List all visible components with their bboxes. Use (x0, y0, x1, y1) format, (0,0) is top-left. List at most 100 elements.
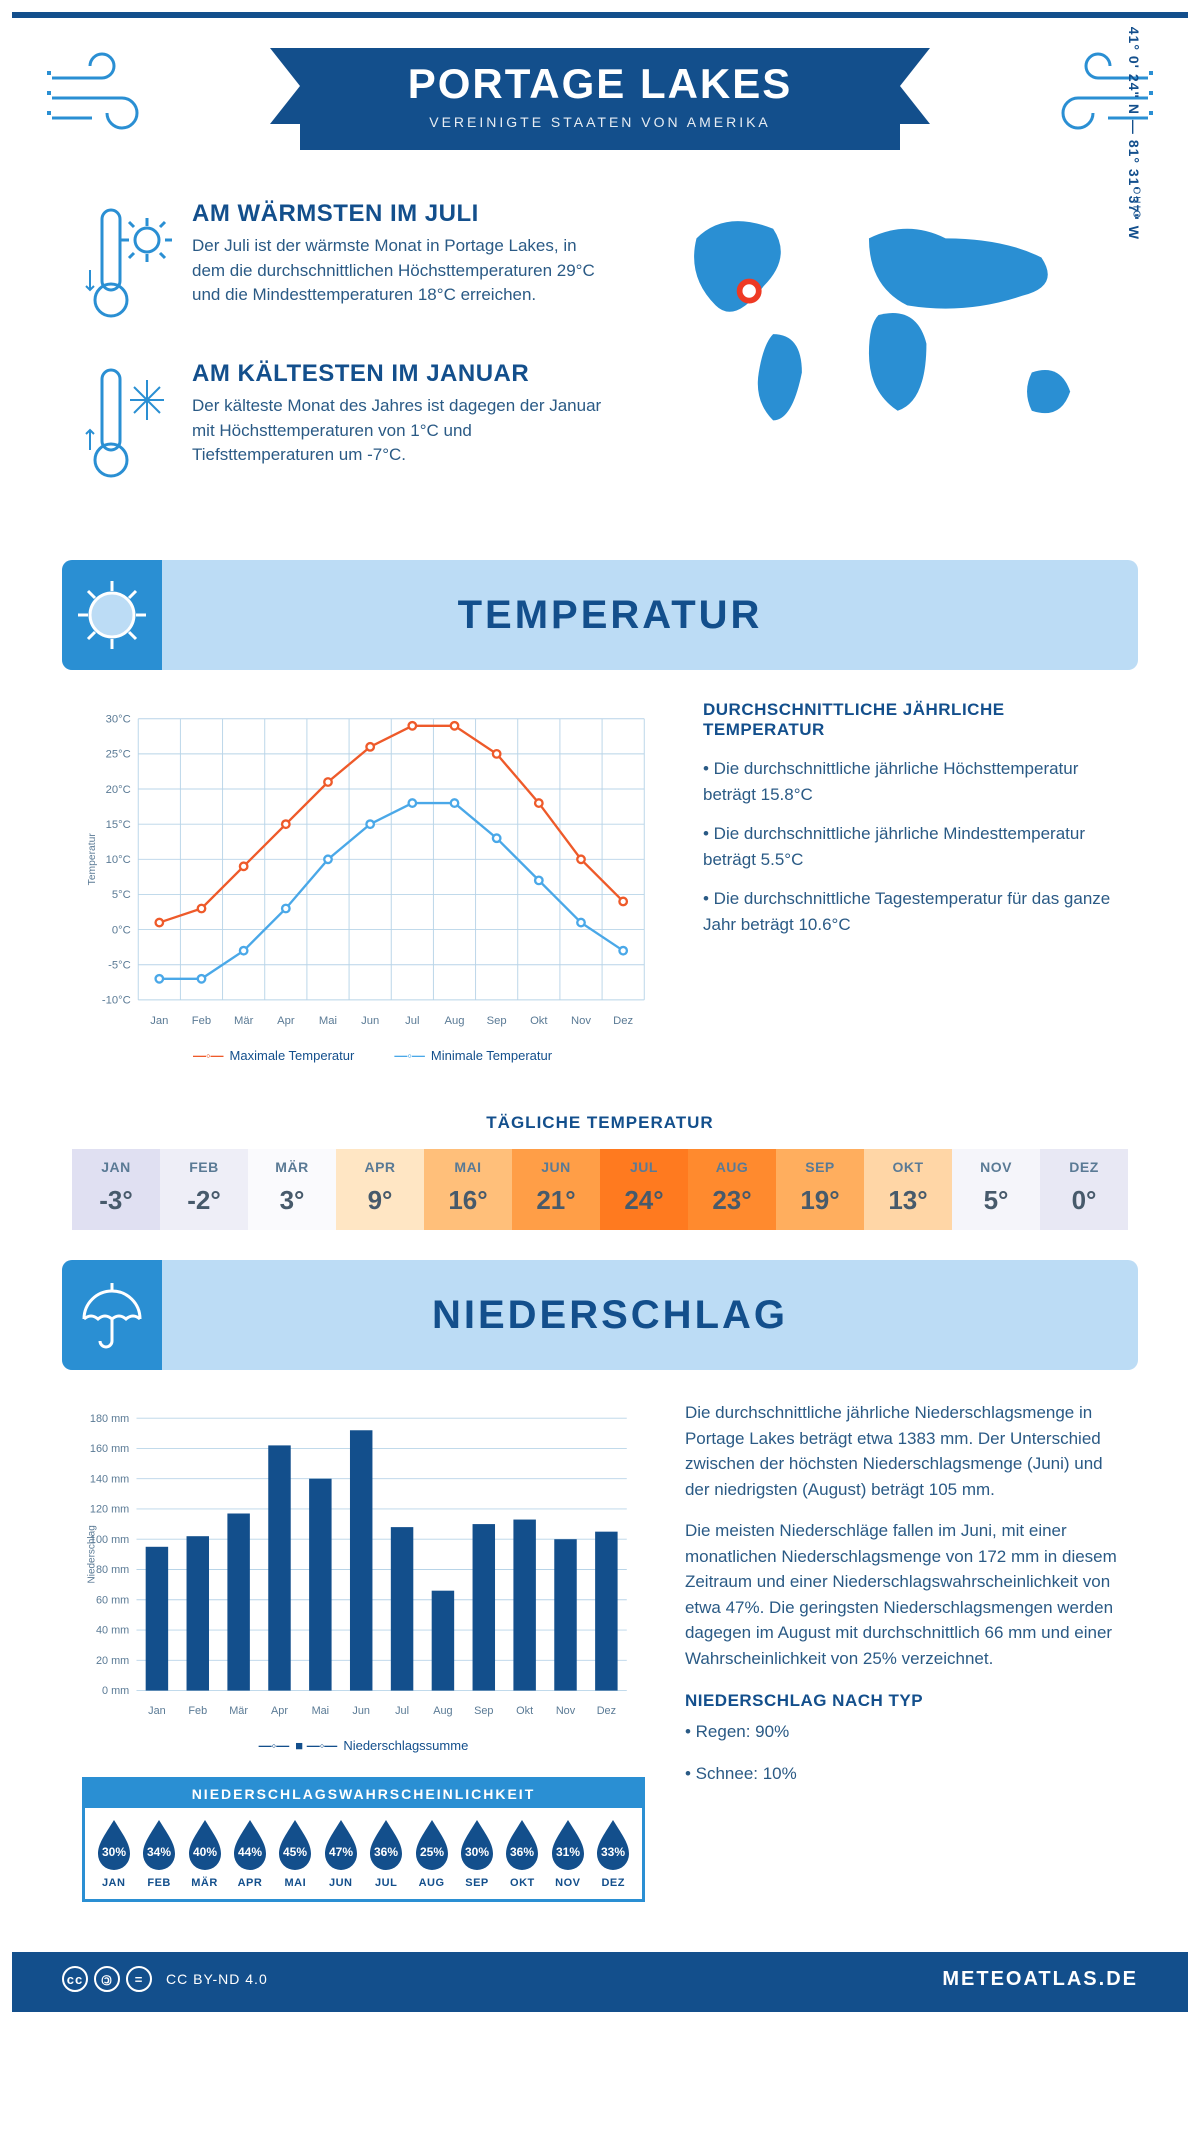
svg-text:120 mm: 120 mm (90, 1504, 129, 1516)
svg-text:Okt: Okt (530, 1015, 548, 1027)
probability-drop: 44% APR (227, 1818, 272, 1889)
section-header-precipitation: NIEDERSCHLAG (62, 1260, 1138, 1370)
thermometer-cold-icon (82, 360, 172, 490)
svg-text:Okt: Okt (516, 1706, 533, 1718)
svg-text:Mai: Mai (312, 1706, 330, 1718)
svg-text:30%: 30% (465, 1845, 489, 1859)
precip-legend: ■ Niederschlagssumme (82, 1738, 645, 1753)
svg-text:Aug: Aug (444, 1015, 464, 1027)
section-title-temperature: TEMPERATUR (162, 593, 1138, 638)
svg-text:10°C: 10°C (106, 854, 131, 866)
precip-legend-label: ■ Niederschlagssumme (259, 1738, 469, 1753)
svg-text:Dez: Dez (597, 1706, 616, 1718)
title-ribbon: PORTAGE LAKES VEREINIGTE STAATEN VON AME… (300, 48, 900, 150)
daily-cell: OKT13° (864, 1149, 952, 1230)
svg-text:Aug: Aug (433, 1706, 452, 1718)
footer: cc 🄯 = CC BY-ND 4.0 METEOATLAS.DE (12, 1952, 1188, 2006)
svg-text:5°C: 5°C (112, 889, 131, 901)
daily-cell: MÄR3° (248, 1149, 336, 1230)
svg-text:45%: 45% (283, 1845, 307, 1859)
svg-text:Apr: Apr (277, 1015, 295, 1027)
svg-text:20°C: 20°C (106, 784, 131, 796)
section-title-precipitation: NIEDERSCHLAG (162, 1293, 1138, 1338)
svg-text:Jun: Jun (352, 1706, 370, 1718)
svg-text:40%: 40% (193, 1845, 217, 1859)
probability-drop: 33% DEZ (591, 1818, 636, 1889)
svg-text:Sep: Sep (474, 1706, 493, 1718)
fact-coldest-title: AM KÄLTESTEN IM JANUAR (192, 360, 609, 388)
probability-box: NIEDERSCHLAGSWAHRSCHEINLICHKEIT 30% JAN … (82, 1777, 645, 1902)
precip-para-1: Die durchschnittliche jährliche Niedersc… (685, 1400, 1118, 1502)
precip-type-heading: NIEDERSCHLAG NACH TYP (685, 1691, 1118, 1711)
page-subtitle: VEREINIGTE STAATEN VON AMERIKA (380, 114, 820, 130)
probability-heading: NIEDERSCHLAGSWAHRSCHEINLICHKEIT (85, 1780, 642, 1808)
daily-cell: JUL24° (600, 1149, 688, 1230)
svg-text:30°C: 30°C (106, 713, 131, 725)
daily-cell: DEZ0° (1040, 1149, 1128, 1230)
daily-cell: MAI16° (424, 1149, 512, 1230)
svg-text:31%: 31% (556, 1845, 580, 1859)
temp-text-heading: DURCHSCHNITTLICHE JÄHRLICHE TEMPERATUR (703, 700, 1118, 740)
svg-text:Niederschlag: Niederschlag (87, 1526, 98, 1584)
svg-text:160 mm: 160 mm (90, 1443, 129, 1455)
temp-bullet-2: • Die durchschnittliche jährliche Mindes… (703, 821, 1118, 872)
cc-icon: cc (62, 1966, 88, 1992)
legend-min: Minimale Temperatur (394, 1048, 552, 1063)
temp-chart-legend: Maximale Temperatur Minimale Temperatur (82, 1048, 663, 1063)
precip-type-2: • Schnee: 10% (685, 1761, 1118, 1787)
fact-warmest-title: AM WÄRMSTEN IM JULI (192, 200, 609, 228)
probability-drop: 36% OKT (500, 1818, 545, 1889)
precip-type-1: • Regen: 90% (685, 1719, 1118, 1745)
section-header-temperature: TEMPERATUR (62, 560, 1138, 670)
svg-text:15°C: 15°C (106, 819, 131, 831)
svg-text:Feb: Feb (192, 1015, 211, 1027)
world-map (639, 200, 1118, 468)
nd-icon: = (126, 1966, 152, 1992)
svg-text:20 mm: 20 mm (96, 1655, 129, 1667)
svg-text:Nov: Nov (571, 1015, 591, 1027)
by-icon: 🄯 (94, 1966, 120, 1992)
svg-text:-5°C: -5°C (108, 959, 131, 971)
temperature-line-chart: -10°C-5°C0°C5°C10°C15°C20°C25°C30°CJanFe… (82, 700, 663, 1037)
svg-text:Jan: Jan (148, 1706, 166, 1718)
svg-text:36%: 36% (510, 1845, 534, 1859)
temp-bullet-1: • Die durchschnittliche jährliche Höchst… (703, 756, 1118, 807)
coords-label: 41° 0' 24" N — 81° 31' 37" W (1126, 27, 1142, 240)
svg-text:Apr: Apr (271, 1706, 288, 1718)
fact-warmest: AM WÄRMSTEN IM JULI Der Juli ist der wär… (82, 200, 609, 330)
svg-text:0°C: 0°C (112, 924, 131, 936)
daily-cell: SEP19° (776, 1149, 864, 1230)
svg-text:34%: 34% (147, 1845, 171, 1859)
wind-icon (42, 48, 162, 138)
fact-warmest-text: Der Juli ist der wärmste Monat in Portag… (192, 234, 609, 308)
thermometer-hot-icon (82, 200, 172, 330)
svg-text:40 mm: 40 mm (96, 1625, 129, 1637)
svg-text:60 mm: 60 mm (96, 1595, 129, 1607)
fact-coldest: AM KÄLTESTEN IM JANUAR Der kälteste Mona… (82, 360, 609, 490)
license-label: CC BY-ND 4.0 (166, 1971, 268, 1987)
svg-text:Sep: Sep (487, 1015, 507, 1027)
svg-text:Jul: Jul (405, 1015, 419, 1027)
svg-text:Mai: Mai (319, 1015, 337, 1027)
svg-text:25%: 25% (420, 1845, 444, 1859)
daily-cell: APR9° (336, 1149, 424, 1230)
probability-drop: 45% MAI (273, 1818, 318, 1889)
precipitation-bar-chart: 0 mm20 mm40 mm60 mm80 mm100 mm120 mm140 … (82, 1400, 645, 1727)
daily-cell: JUN21° (512, 1149, 600, 1230)
page-title: PORTAGE LAKES (380, 60, 820, 108)
svg-text:25°C: 25°C (106, 749, 131, 761)
daily-cell: AUG23° (688, 1149, 776, 1230)
svg-text:0 mm: 0 mm (102, 1686, 129, 1698)
svg-text:140 mm: 140 mm (90, 1474, 129, 1486)
svg-text:47%: 47% (329, 1845, 353, 1859)
precip-para-2: Die meisten Niederschläge fallen im Juni… (685, 1518, 1118, 1671)
svg-text:Nov: Nov (556, 1706, 576, 1718)
intro-section: AM WÄRMSTEN IM JULI Der Juli ist der wär… (12, 190, 1188, 550)
svg-text:Feb: Feb (188, 1706, 207, 1718)
temp-bullet-3: • Die durchschnittliche Tagestemperatur … (703, 886, 1118, 937)
fact-coldest-text: Der kälteste Monat des Jahres ist dagege… (192, 394, 609, 468)
svg-text:Mär: Mär (234, 1015, 254, 1027)
svg-text:Mär: Mär (229, 1706, 248, 1718)
daily-temp-heading: TÄGLICHE TEMPERATUR (12, 1113, 1188, 1133)
probability-drop: 31% NOV (545, 1818, 590, 1889)
